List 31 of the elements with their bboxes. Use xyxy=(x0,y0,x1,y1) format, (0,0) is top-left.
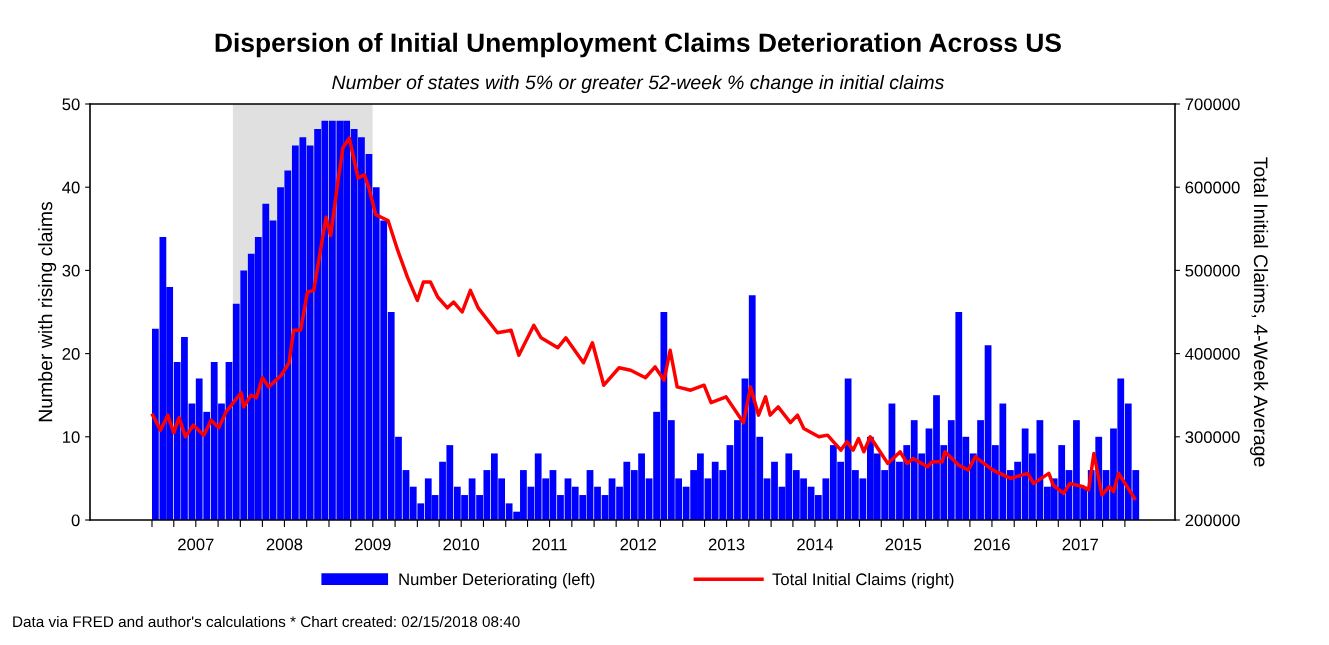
x-tick-label: 2017 xyxy=(1062,538,1099,551)
y2-tick-label: 400000 xyxy=(1185,348,1240,360)
x-tick-label: 2010 xyxy=(443,538,480,551)
x-tick-label: 2008 xyxy=(266,538,303,551)
x-tick-label: 2009 xyxy=(355,538,391,551)
y-axis-title: Number with rising claims xyxy=(38,201,57,422)
legend-label: Total Initial Claims (right) xyxy=(772,572,954,589)
x-tick-label: 2016 xyxy=(974,538,1010,551)
y2-axis-title: Total Initial Claims, 4-Week Average xyxy=(1249,157,1269,467)
y2-tick-label: 600000 xyxy=(1185,181,1240,194)
y-tick-label: 50 xyxy=(62,98,80,111)
y2-tick-label: 200000 xyxy=(1185,514,1240,527)
line-series xyxy=(150,136,1137,501)
y2-tick-label: 700000 xyxy=(1185,98,1240,111)
y-tick-label: 0 xyxy=(71,514,80,527)
y2-tick-label: 500000 xyxy=(1185,264,1240,277)
x-tick-label: 2007 xyxy=(178,538,214,551)
legend-label: Number Deteriorating (left) xyxy=(399,572,595,589)
y-tick-label: 30 xyxy=(62,264,80,277)
y-tick-label: 20 xyxy=(62,348,80,360)
chart-title: Dispersion of Initial Unemployment Claims Deterioration Across US xyxy=(215,32,1061,58)
x-tick-label: 2013 xyxy=(708,538,745,551)
x-tick-label: 2012 xyxy=(620,538,656,551)
y-tick-label: 10 xyxy=(63,431,80,443)
chart-subtitle: Number of states with 5% or greater 52-week % change in initial claims xyxy=(332,74,944,94)
x-tick-label: 2015 xyxy=(885,538,922,551)
text: Data via FRED and author's calculations * Chart created: 02/15/2018 08:40 xyxy=(13,615,520,628)
x-tick-label: 2014 xyxy=(797,538,833,551)
y-tick-label: 40 xyxy=(62,181,80,194)
x-tick-label: 2011 xyxy=(532,538,567,551)
y2-tick-label: 300000 xyxy=(1185,431,1240,443)
